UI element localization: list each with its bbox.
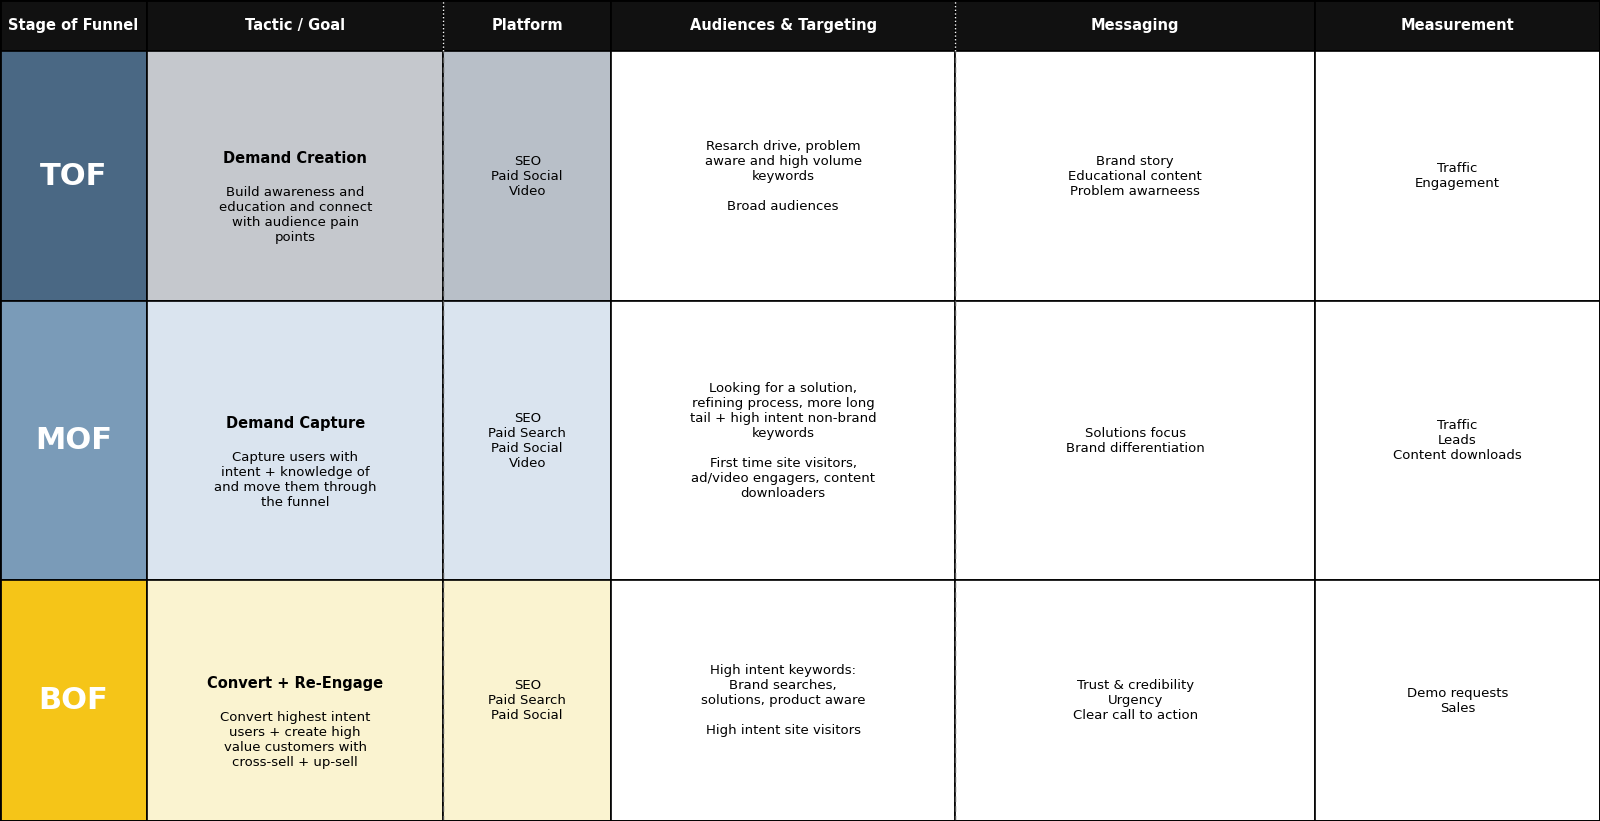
Bar: [955, 580, 1315, 821]
Bar: [443, 51, 611, 301]
Bar: [611, 51, 955, 301]
Bar: [955, 0, 1315, 51]
Bar: [147, 301, 443, 580]
Text: Measurement: Measurement: [1400, 18, 1515, 33]
Text: Audiences & Targeting: Audiences & Targeting: [690, 18, 877, 33]
Bar: [147, 0, 443, 51]
Bar: [0, 0, 147, 51]
Text: Looking for a solution,
refining process, more long
tail + high intent non-brand: Looking for a solution, refining process…: [690, 382, 877, 500]
Text: Traffic
Leads
Content downloads: Traffic Leads Content downloads: [1394, 420, 1522, 462]
Text: Demo requests
Sales: Demo requests Sales: [1406, 686, 1509, 715]
Bar: [1315, 580, 1600, 821]
Text: Build awareness and
education and connect
with audience pain
points: Build awareness and education and connec…: [219, 186, 371, 244]
Text: Platform: Platform: [491, 18, 563, 33]
Text: Resarch drive, problem
aware and high volume
keywords

Broad audiences: Resarch drive, problem aware and high vo…: [704, 140, 862, 213]
Text: Demand Creation: Demand Creation: [224, 151, 366, 166]
Text: Demand Capture: Demand Capture: [226, 416, 365, 431]
Bar: [147, 580, 443, 821]
Text: Traffic
Engagement: Traffic Engagement: [1414, 162, 1501, 190]
Text: SEO
Paid Social
Video: SEO Paid Social Video: [491, 154, 563, 198]
Text: TOF: TOF: [40, 162, 107, 190]
Text: SEO
Paid Search
Paid Social: SEO Paid Search Paid Social: [488, 679, 566, 722]
Bar: [443, 580, 611, 821]
Text: MOF: MOF: [35, 426, 112, 456]
Bar: [0, 51, 147, 301]
Bar: [1315, 301, 1600, 580]
Text: Solutions focus
Brand differentiation: Solutions focus Brand differentiation: [1066, 427, 1205, 455]
Bar: [443, 0, 611, 51]
Text: Tactic / Goal: Tactic / Goal: [245, 18, 346, 33]
Text: Brand story
Educational content
Problem awarneess: Brand story Educational content Problem …: [1069, 154, 1202, 198]
Bar: [955, 51, 1315, 301]
Bar: [1315, 51, 1600, 301]
Bar: [955, 301, 1315, 580]
Bar: [1315, 0, 1600, 51]
Text: Stage of Funnel: Stage of Funnel: [8, 18, 139, 33]
Text: BOF: BOF: [38, 686, 109, 715]
Text: Trust & credibility
Urgency
Clear call to action: Trust & credibility Urgency Clear call t…: [1072, 679, 1198, 722]
Bar: [0, 580, 147, 821]
Bar: [611, 0, 955, 51]
Text: High intent keywords:
Brand searches,
solutions, product aware

High intent site: High intent keywords: Brand searches, so…: [701, 664, 866, 737]
Bar: [0, 301, 147, 580]
Bar: [147, 51, 443, 301]
Bar: [611, 580, 955, 821]
Bar: [611, 301, 955, 580]
Text: Capture users with
intent + knowledge of
and move them through
the funnel: Capture users with intent + knowledge of…: [214, 451, 376, 509]
Text: Convert highest intent
users + create high
value customers with
cross-sell + up-: Convert highest intent users + create hi…: [221, 711, 370, 768]
Bar: [443, 301, 611, 580]
Text: Messaging: Messaging: [1091, 18, 1179, 33]
Text: SEO
Paid Search
Paid Social
Video: SEO Paid Search Paid Social Video: [488, 412, 566, 470]
Text: Convert + Re-Engage: Convert + Re-Engage: [206, 676, 384, 690]
